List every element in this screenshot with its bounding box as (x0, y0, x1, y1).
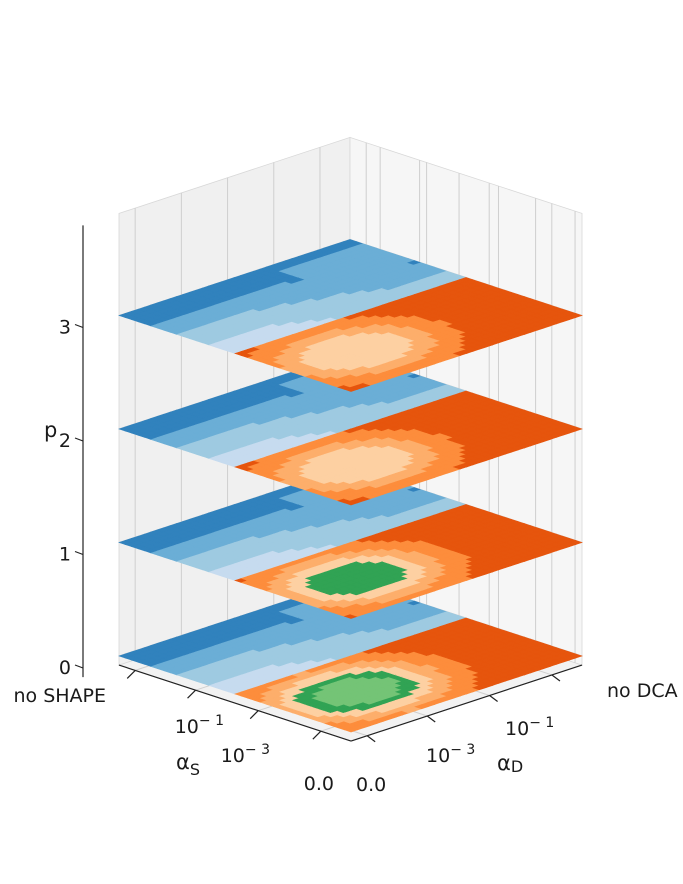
contour-cell (568, 653, 583, 659)
contour-layers (118, 239, 583, 733)
contour-layer-p0 (118, 579, 583, 733)
